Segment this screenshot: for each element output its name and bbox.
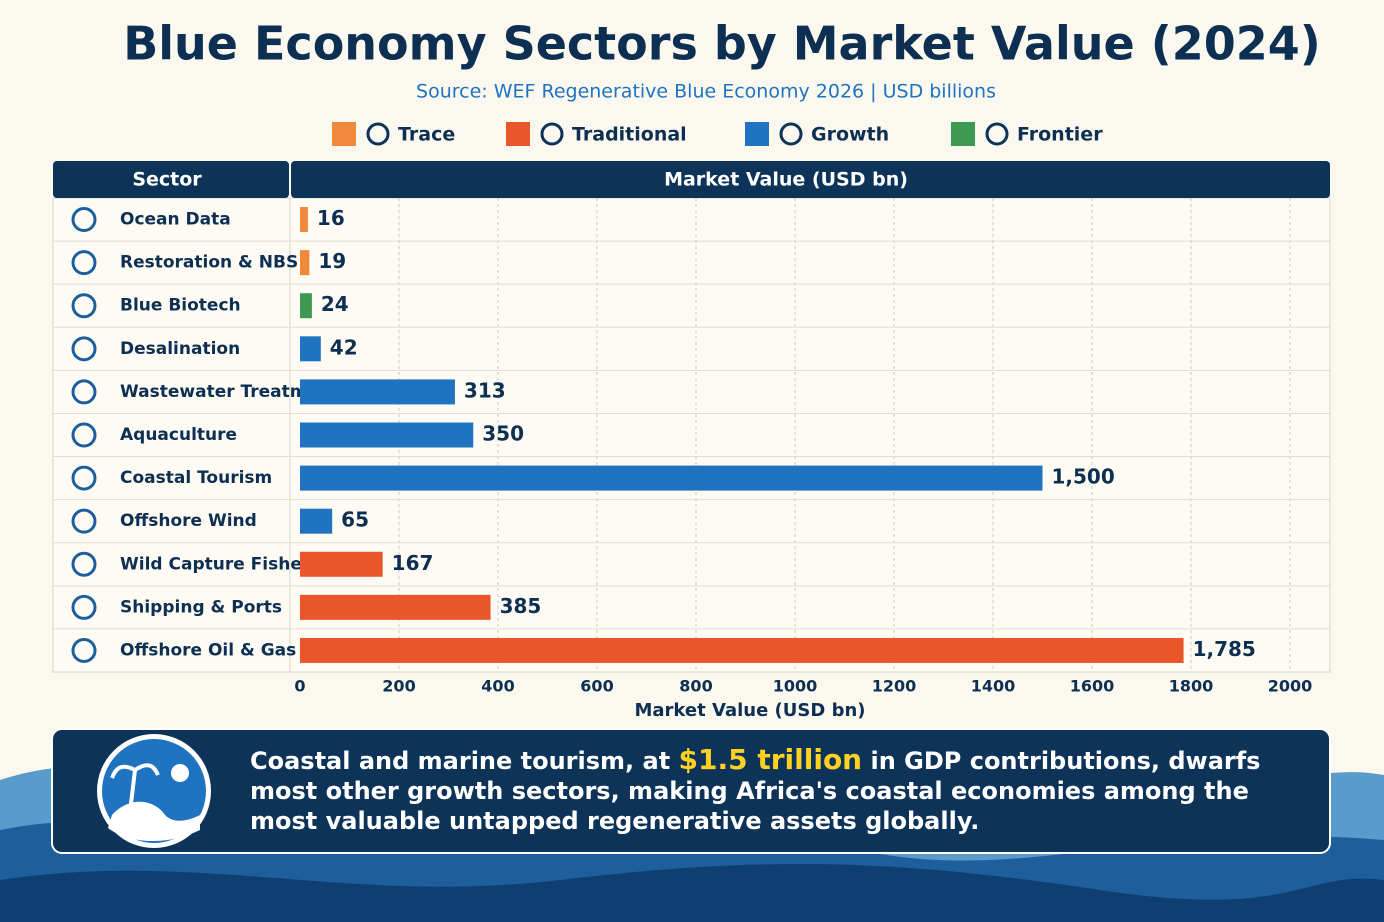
x-tick-label: 1000: [773, 677, 818, 696]
x-tick-label: 2000: [1268, 677, 1313, 696]
row-icon: [71, 637, 97, 663]
legend-swatch: [745, 122, 769, 146]
bar: [300, 508, 333, 534]
bar: [300, 422, 474, 448]
bar: [300, 207, 308, 233]
data-label: 1,785: [1193, 637, 1256, 661]
legend-swatch: [506, 122, 530, 146]
category-label: Ocean Data: [120, 210, 231, 230]
chart-title: Blue Economy Sectors by Market Value (20…: [123, 17, 1321, 71]
category-label: Offshore Oil & Gas: [120, 640, 296, 660]
row-icon: [71, 336, 97, 362]
x-tick-label: 0: [294, 677, 305, 696]
legend-icon: [779, 122, 803, 146]
row-icon: [71, 422, 97, 448]
bar: [300, 379, 455, 405]
bar: [300, 551, 383, 577]
x-axis-label: Market Value (USD bn): [635, 700, 866, 721]
callout-icon: [97, 734, 211, 848]
header-cell: [291, 161, 1330, 198]
header-cell: [53, 161, 289, 198]
legend-icon: [985, 122, 1009, 146]
bar: [300, 594, 491, 620]
row-icon: [71, 379, 97, 405]
bar: [300, 465, 1043, 491]
row-icon: [71, 465, 97, 491]
category-label: Wild Capture Fisheries: [120, 554, 338, 574]
column-header: Sector: [132, 169, 202, 191]
row-icon: [71, 508, 97, 534]
legend-swatch: [332, 122, 356, 146]
data-label: 19: [318, 249, 346, 273]
row-icon: [71, 551, 97, 577]
category-label: Coastal Tourism: [120, 468, 272, 488]
category-label: Restoration & NBS: [120, 253, 298, 273]
category-label: Aquaculture: [120, 425, 237, 445]
data-label: 24: [321, 292, 349, 316]
row-icon: [71, 594, 97, 620]
category-label: Offshore Wind: [120, 511, 257, 531]
row-icon: [71, 293, 97, 319]
legend-label: Frontier: [1017, 124, 1103, 146]
data-label: 350: [482, 422, 524, 446]
legend-swatch: [951, 122, 975, 146]
legend-label: Traditional: [572, 124, 687, 146]
bar: [300, 336, 321, 362]
data-label: 1,500: [1052, 465, 1115, 489]
callout-box: [51, 728, 1331, 854]
column-header: Market Value (USD bn): [664, 169, 908, 191]
row-icon: [71, 207, 97, 233]
bar: [300, 250, 310, 276]
data-label: 42: [330, 335, 358, 359]
x-tick-label: 1600: [1070, 677, 1115, 696]
legend-icon: [366, 122, 390, 146]
x-tick-label: 800: [679, 677, 712, 696]
data-label: 167: [392, 551, 434, 575]
callout-part: in GDP contributions, dwarfs most other …: [250, 747, 1261, 835]
row-icon: [71, 250, 97, 276]
callout-part: Coastal and marine tourism, at: [250, 747, 679, 775]
bar: [300, 293, 312, 319]
category-label: Blue Biotech: [120, 296, 241, 316]
category-label: Shipping & Ports: [120, 597, 282, 617]
x-tick-label: 200: [382, 677, 415, 696]
callout-text: Coastal and marine tourism, at $1.5 tril…: [250, 745, 1300, 836]
data-label: 313: [464, 378, 506, 402]
data-label: 65: [341, 508, 369, 532]
x-tick-label: 600: [580, 677, 613, 696]
x-tick-label: 1400: [971, 677, 1016, 696]
x-tick-label: 1800: [1169, 677, 1214, 696]
bar: [300, 637, 1184, 663]
data-label: 16: [317, 206, 345, 230]
callout-highlight: $1.5 trillion: [678, 743, 863, 776]
x-tick-label: 1200: [872, 677, 917, 696]
legend-label: Trace: [398, 124, 455, 146]
data-label: 385: [500, 594, 542, 618]
x-tick-label: 400: [481, 677, 514, 696]
category-label: Wastewater Treatment: [120, 382, 339, 402]
category-label: Desalination: [120, 339, 240, 359]
legend-icon: [540, 122, 564, 146]
subtitle: Source: WEF Regenerative Blue Economy 20…: [416, 81, 996, 103]
legend-label: Growth: [811, 124, 889, 146]
